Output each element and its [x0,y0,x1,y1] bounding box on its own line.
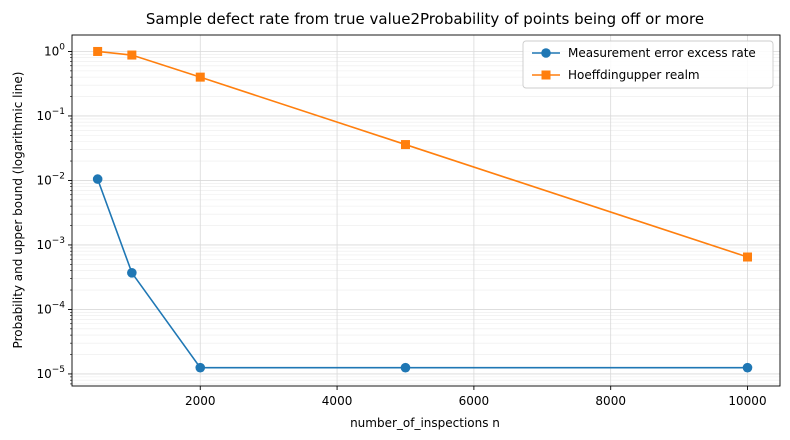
y-tick-label: 10−1 [36,107,65,123]
y-tick-label: 100 [44,42,65,58]
y-axis-label: Probability and upper bound (logarithmic… [11,72,25,349]
major-grid [72,35,780,386]
legend-item: Measurement error excess rate [532,46,756,60]
x-tick-label: 6000 [459,394,490,408]
series-2 [93,46,753,262]
series-line [96,178,748,369]
chart-title: Sample defect rate from true value2Proba… [146,10,704,28]
data-point [93,46,103,56]
y-axis-ticks: 10−5 10−4 10−3 10−2 10−1 100 [36,42,72,385]
y-tick-label: 10−3 [36,236,65,252]
data-point [400,140,410,150]
x-tick-label: 10000 [728,394,766,408]
data-point [127,267,137,278]
data-point [195,72,205,82]
legend-marker [541,70,551,80]
y-tick-label: 10−5 [36,365,65,381]
series-layer [92,46,753,373]
x-tick-label: 8000 [595,394,626,408]
data-point [92,174,103,184]
data-point [195,362,206,373]
plot-frame [71,34,781,387]
legend-label: Hoeffdingupper realm [568,68,700,82]
legend-box [522,40,774,89]
legend: Measurement error excess rate Hoeffdingup… [522,40,774,89]
minor-grid [72,54,780,385]
x-axis-label: number_of_inspections n [350,416,500,430]
x-axis-ticks: 2000 4000 6000 8000 10000 [185,386,767,408]
data-point [127,50,137,60]
data-point [742,362,753,373]
y-tick-label: 10−4 [36,300,65,316]
x-tick-label: 2000 [185,394,216,408]
legend-marker [541,48,551,58]
legend-label: Measurement error excess rate [568,46,756,60]
data-point [743,252,753,262]
legend-item: Hoeffdingupper realm [532,68,700,82]
y-tick-label: 10−2 [36,171,65,187]
x-tick-label: 4000 [322,394,353,408]
series-1 [92,174,753,373]
data-point [400,362,411,373]
